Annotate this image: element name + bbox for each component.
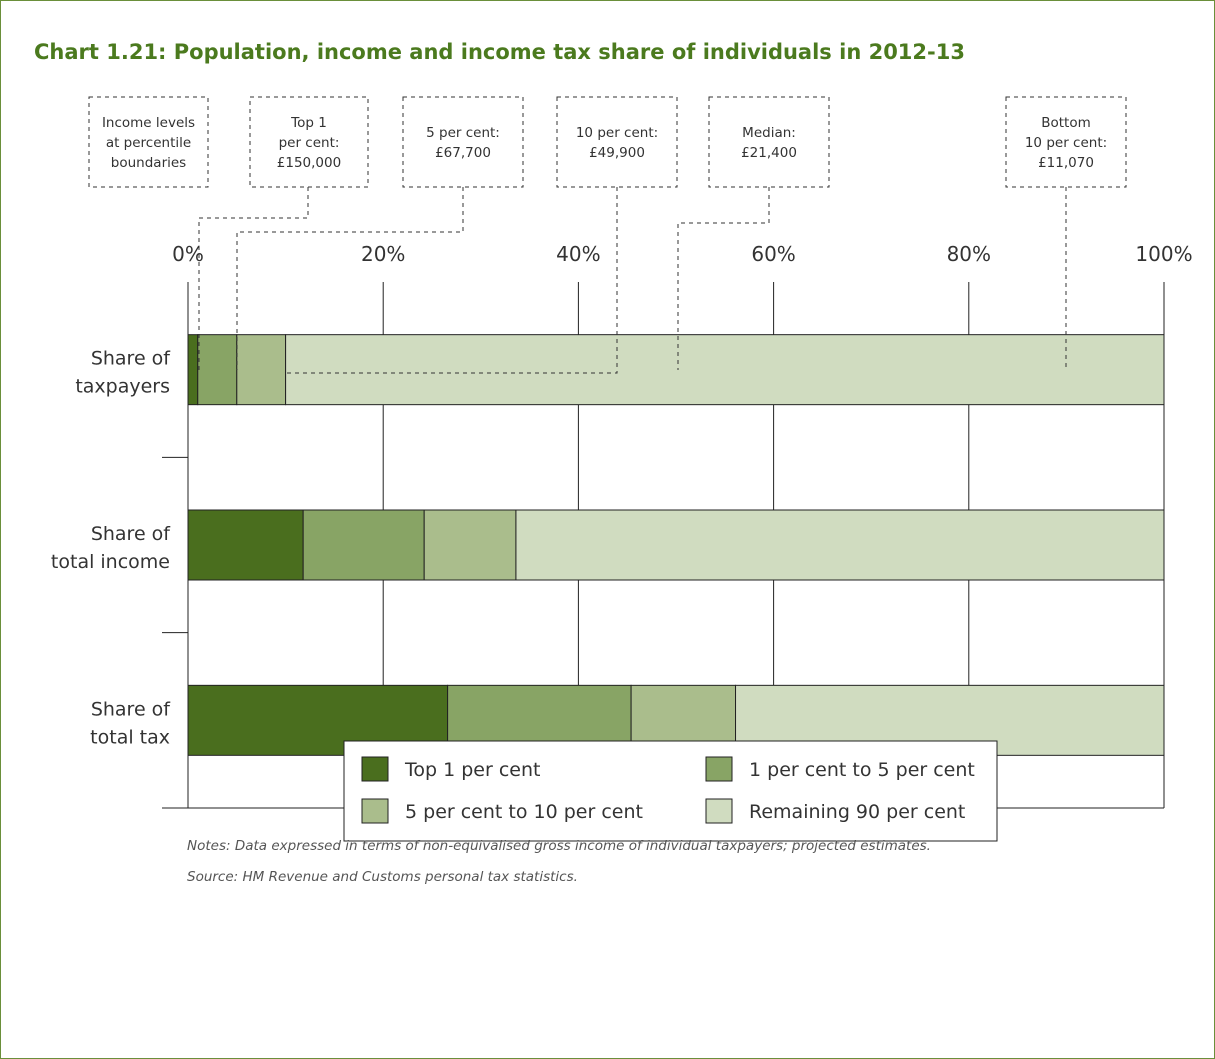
bar-segment [197,334,238,406]
legend-swatch [705,756,733,782]
bar-segment [302,509,425,581]
callout-box [402,96,524,188]
callout-text: Bottom 10 per cent: £11,070 [1025,115,1107,171]
bar-segment [187,334,199,406]
callout-connector [677,187,770,370]
legend-box [343,740,998,842]
callout-connector [286,187,618,374]
bar-segment [236,334,287,406]
category-label: Share of total tax [90,698,171,748]
chart-notes: Notes: Data expressed in terms of non-eq… [187,838,931,854]
callout-box [1005,96,1127,188]
callout-box [88,96,209,188]
callout-text: 10 per cent: £49,900 [576,125,658,161]
category-label: Share of taxpayers [75,348,171,398]
callout-connector [198,187,309,370]
x-tick-label: 100% [1135,242,1192,266]
chart-title: Chart 1.21: Population, income and incom… [34,40,965,64]
callout-box [249,96,369,188]
legend-label: 5 per cent to 10 per cent [405,801,643,823]
x-tick-label: 60% [751,242,795,266]
callout-text: 5 per cent: £67,700 [426,125,500,161]
bar-segment [187,509,304,581]
category-label: Share of total income [51,523,171,573]
bar-segment [423,509,517,581]
callout-box [708,96,830,188]
callout-text: Median: £21,400 [741,125,797,161]
x-tick-label: 80% [947,242,991,266]
legend-label: Top 1 per cent [404,759,540,781]
legend-label: Remaining 90 per cent [749,801,965,823]
callout-text: Income levels at percentile boundaries [102,115,195,171]
chart-source: Source: HM Revenue and Customs personal … [187,869,578,885]
bar-segment [515,509,1165,581]
legend-swatch [705,798,733,824]
legend-swatch [361,756,389,782]
x-tick-label: 20% [361,242,405,266]
bar-segment [285,334,1165,406]
x-tick-label: 40% [556,242,600,266]
legend-swatch [361,798,389,824]
callout-connector [236,187,464,370]
callout-text: Top 1 per cent: £150,000 [277,115,341,171]
callout-box [556,96,678,188]
legend-label: 1 per cent to 5 per cent [749,759,975,781]
